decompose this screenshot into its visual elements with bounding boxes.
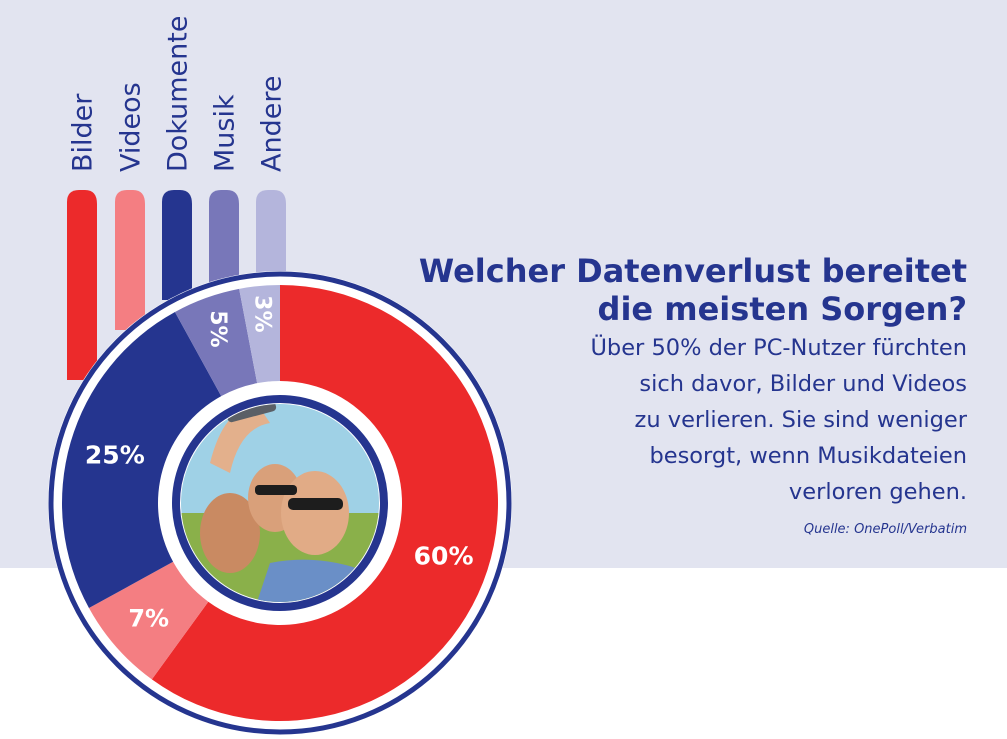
legend-bars xyxy=(67,190,286,380)
photo-shirt xyxy=(250,559,370,602)
description-line: zu verlieren. Sie sind weniger xyxy=(634,407,967,433)
description-line: verloren gehen. xyxy=(788,479,967,505)
legend-bar-andere xyxy=(256,190,286,290)
inner-white-ring xyxy=(160,383,400,623)
description-line: besorgt, wenn Musikdateien xyxy=(649,443,967,469)
inner-navy-ring xyxy=(172,395,388,611)
headline-block: Welcher Datenverlust bereitet die meiste… xyxy=(407,252,967,537)
headline-title: Welcher Datenverlust bereitet die meiste… xyxy=(407,252,967,328)
legend-labels: Bilder Videos Dokumente Musik Andere xyxy=(68,16,288,172)
slice-andere xyxy=(239,285,280,384)
value-label-musik: 5% xyxy=(205,310,230,347)
headline-title-line: die meisten Sorgen? xyxy=(597,290,967,328)
legend-label-dokumente: Dokumente xyxy=(163,16,194,172)
headline-title-line: Welcher Datenverlust bereitet xyxy=(418,252,967,290)
value-label-videos: 7% xyxy=(128,605,169,633)
value-label-andere: 3% xyxy=(250,295,275,332)
legend-bar-videos xyxy=(115,190,145,330)
ring-stroke xyxy=(48,271,512,735)
inner-ring xyxy=(160,383,400,623)
description-line: Über 50% der PC-Nutzer fürchten xyxy=(590,335,967,361)
source-note: Quelle: OnePoll/Verbatim xyxy=(803,522,967,537)
donut-slices xyxy=(62,285,499,721)
legend-bar-dokumente xyxy=(162,190,192,300)
legend-bar-musik xyxy=(209,190,239,300)
selfie-photo-icon xyxy=(181,404,379,602)
legend-label-andere: Andere xyxy=(257,76,288,172)
value-label-dokumente: 25% xyxy=(85,441,145,470)
value-label-bilder: 60% xyxy=(414,542,474,571)
photo-sunglasses xyxy=(288,498,343,510)
photo-sunglasses xyxy=(255,485,297,495)
legend-label-bilder: Bilder xyxy=(68,93,99,172)
photo-face xyxy=(200,493,260,573)
legend-label-videos: Videos xyxy=(116,82,147,172)
photo-arm xyxy=(210,407,270,473)
legend-label-musik: Musik xyxy=(210,94,241,172)
slice-videos xyxy=(88,561,209,680)
slice-dokumente xyxy=(62,311,222,609)
legend-bar-bilder xyxy=(67,190,97,380)
slice-bilder xyxy=(151,285,499,721)
headline-description: Über 50% der PC-Nutzer fürchten sich dav… xyxy=(407,330,967,510)
description-line: sich davor, Bilder und Videos xyxy=(639,371,967,397)
value-labels: 60% 7% 25% 5% 3% xyxy=(85,295,474,633)
photo-face xyxy=(281,471,349,555)
slice-musik xyxy=(174,288,258,397)
